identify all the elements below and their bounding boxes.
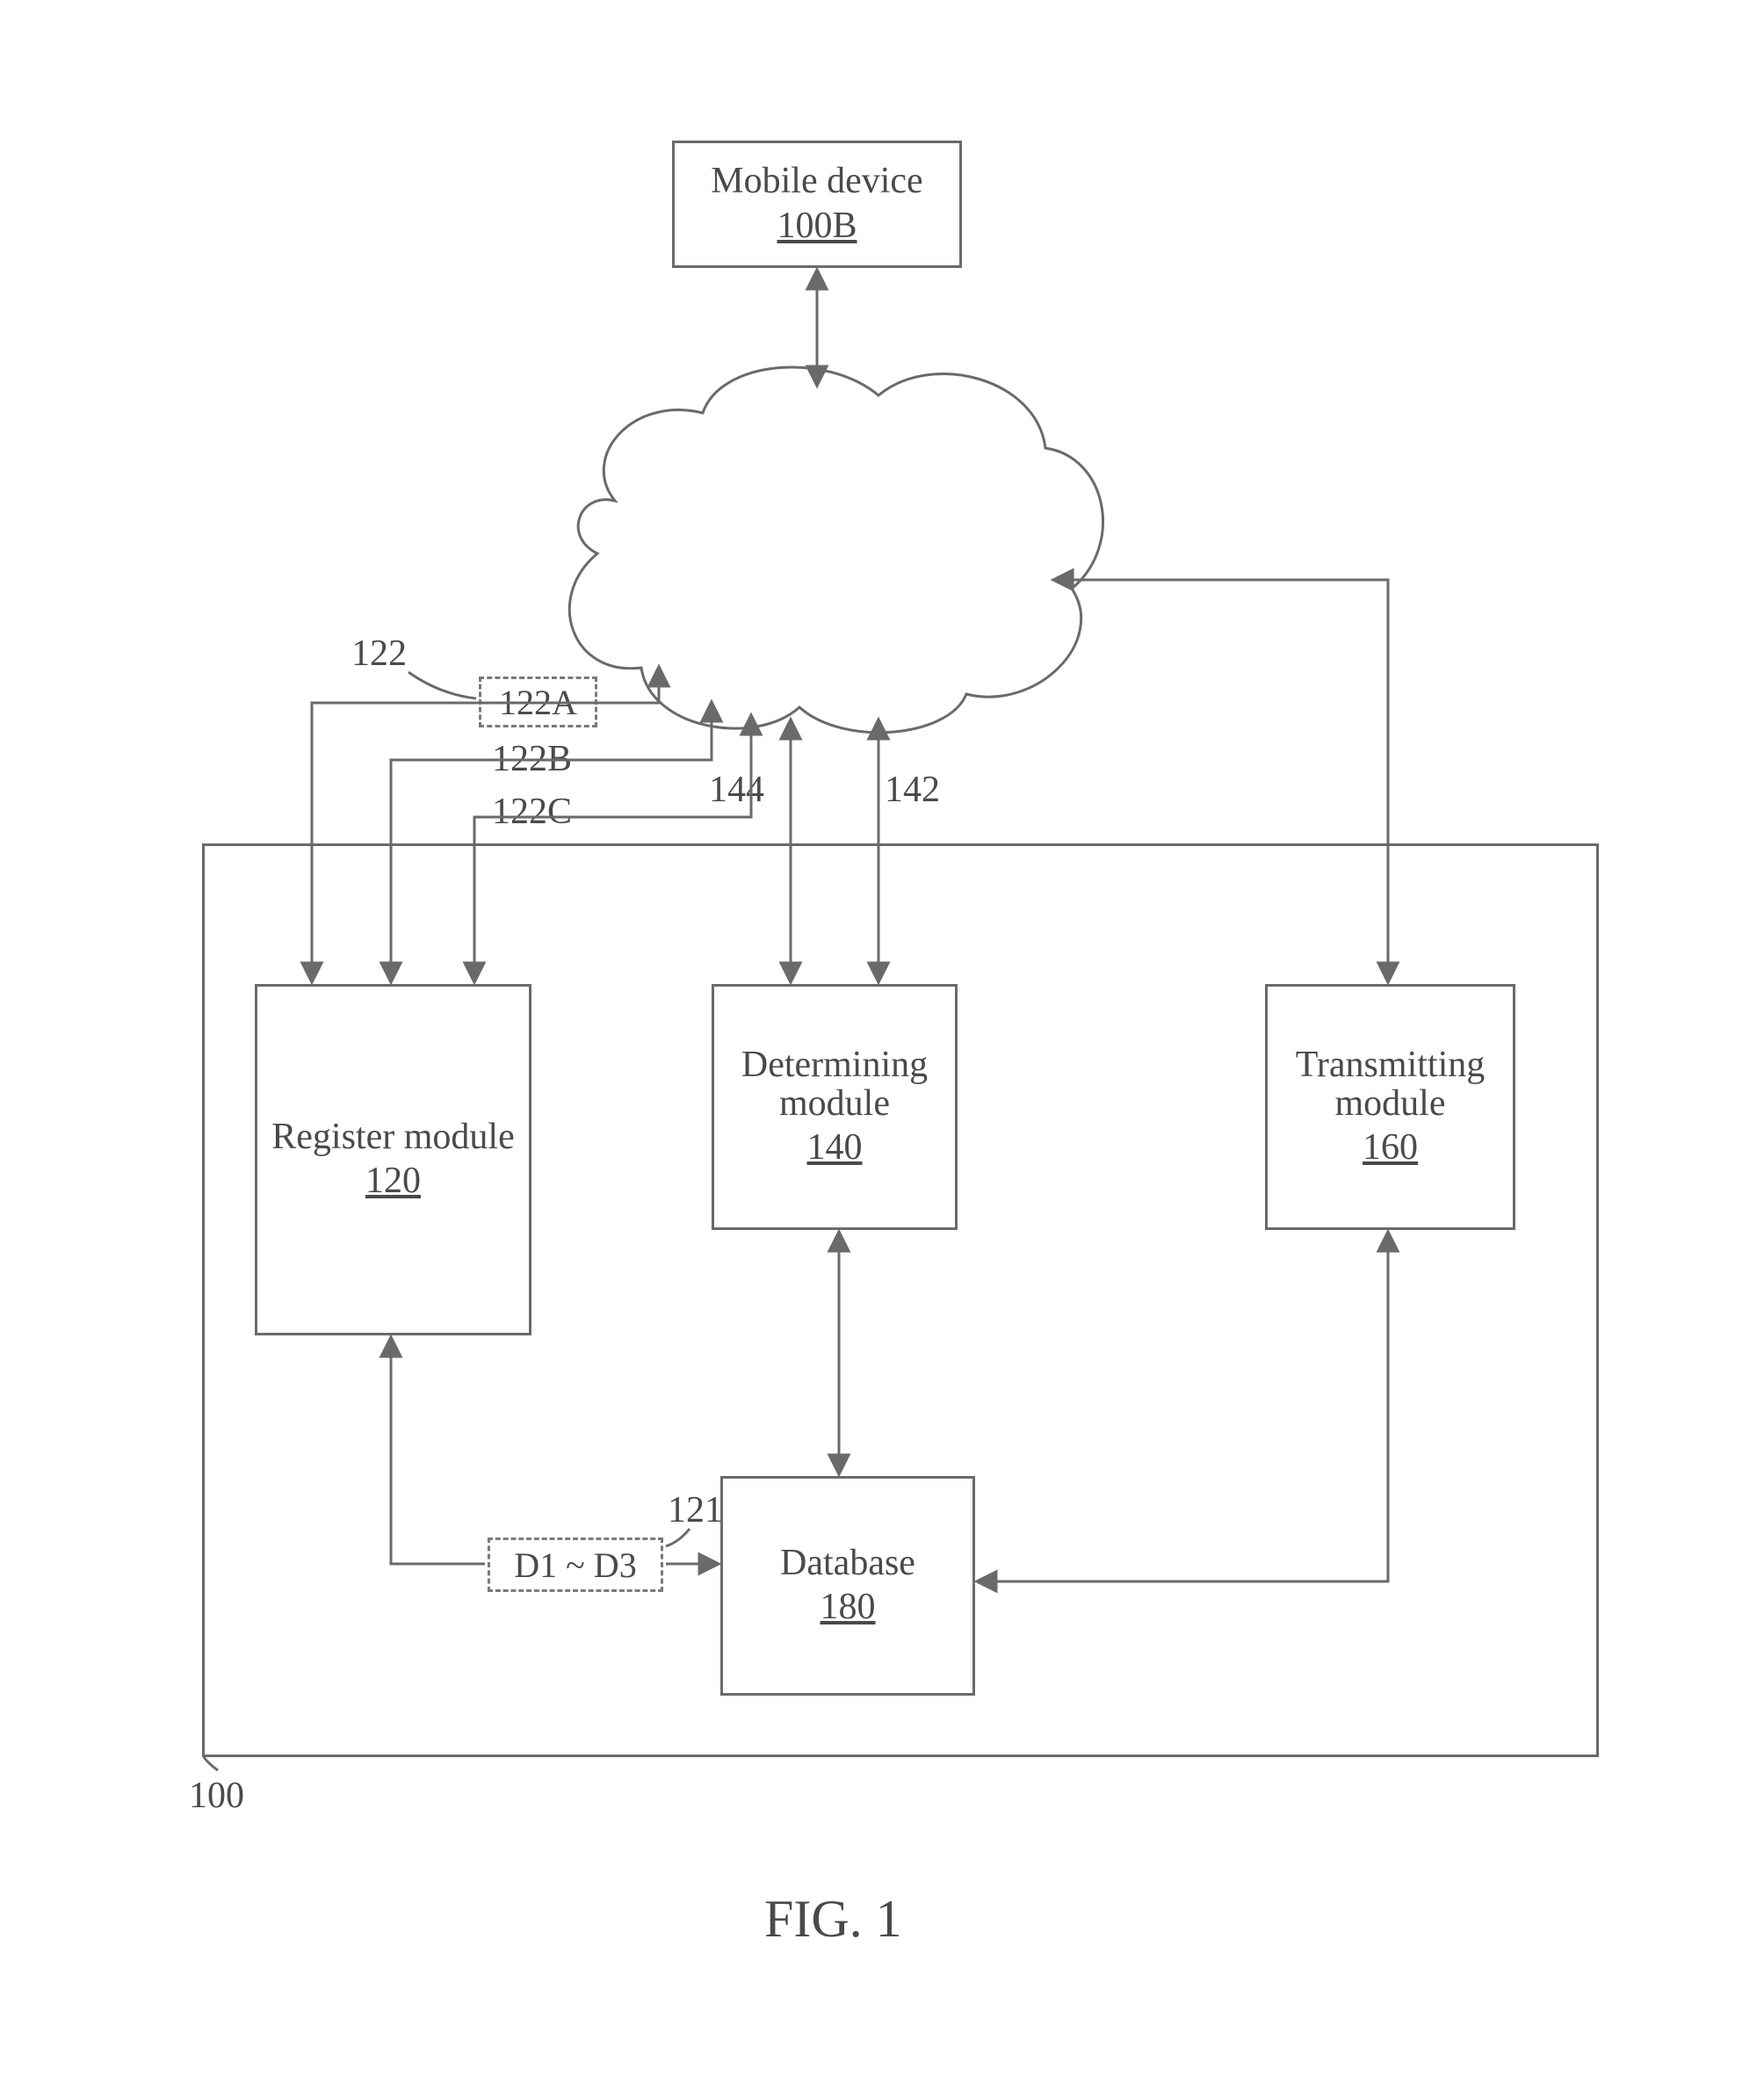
leader-100 (204, 1757, 218, 1770)
edge-122a (312, 668, 659, 981)
cloud-shape (569, 367, 1102, 733)
leader-121 (666, 1529, 690, 1546)
edge-122b (391, 703, 712, 981)
wires-svg (0, 0, 1764, 2091)
edge-reg-db (391, 1338, 485, 1564)
edge-122c (474, 716, 751, 981)
diagram-canvas: Mobile device 100B Register module 120 D… (0, 0, 1764, 2091)
edge-tx-db (978, 1233, 1388, 1581)
leader-122 (408, 672, 476, 698)
edge-162 (1054, 580, 1388, 981)
